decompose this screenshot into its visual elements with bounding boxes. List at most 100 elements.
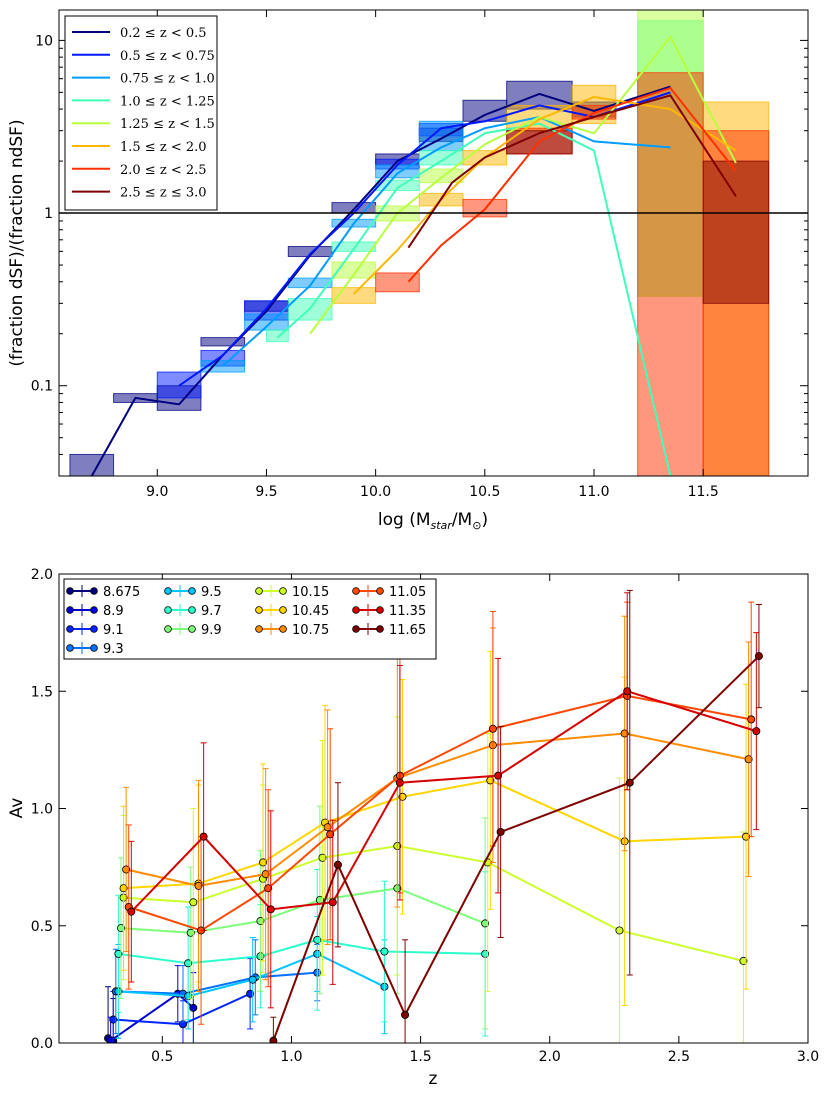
- bottom-point: [313, 935, 322, 944]
- bottom-series-line-11: [130, 690, 757, 913]
- bottom-xtick-label: 2.5: [668, 1049, 690, 1065]
- bottom-point: [625, 778, 634, 787]
- bottom-series-7: [119, 716, 748, 1043]
- bottom-legend-label-2: 9.1: [103, 623, 124, 638]
- bottom-point: [184, 959, 193, 968]
- bottom-series-line-8: [123, 779, 747, 890]
- bottom-xtick-label: 1.0: [280, 1049, 302, 1065]
- bottom-point: [739, 956, 748, 965]
- bottom-point: [189, 1003, 198, 1012]
- bottom-point: [623, 687, 632, 696]
- top-box-2-4: [375, 164, 420, 179]
- bottom-legend-dot-12: [376, 625, 384, 633]
- top-axis-ticks: 9.0 9.5 10.0 10.5 11.0 11.5 0.1 1 10: [31, 10, 808, 500]
- bottom-series-line-12: [272, 655, 760, 1041]
- bottom-legend-dot-0: [66, 587, 74, 595]
- bottom-point: [256, 917, 265, 926]
- bottom-legend-label-1: 8.9: [103, 604, 124, 619]
- bottom-point: [122, 865, 131, 874]
- bottom-series-2: [109, 958, 255, 1043]
- bottom-point: [127, 907, 136, 916]
- top-legend-label-6: 2.0 ≤ z < 2.5: [120, 163, 207, 178]
- top-box-0-6: [331, 202, 377, 214]
- bottom-legend-dot-10: [376, 587, 384, 595]
- bottom-legend-dot-11: [352, 606, 360, 614]
- bottom-legend-label-10: 11.05: [389, 585, 426, 600]
- bottom-point: [744, 755, 753, 764]
- bottom-legend-label-8: 10.45: [292, 604, 329, 619]
- bottom-xtick-label: 3.0: [797, 1049, 819, 1065]
- bottom-legend-label-12: 11.65: [389, 623, 426, 638]
- bottom-point: [106, 1036, 115, 1043]
- bottom-legend-dot-6: [188, 625, 196, 633]
- bottom-legend-dot-9: [279, 625, 287, 633]
- bottom-legend-dot-3: [66, 644, 74, 652]
- bottom-legend-label-11: 11.35: [389, 604, 426, 619]
- top-ytick-label: 0.1: [31, 379, 53, 395]
- bottom-point: [194, 881, 203, 890]
- bottom-legend-dot-8: [255, 606, 263, 614]
- top-box-3-2: [331, 241, 377, 252]
- bottom-point: [318, 853, 327, 862]
- bottom-x-axis-label: z: [429, 1069, 438, 1089]
- bottom-legend-dot-5: [188, 606, 196, 614]
- top-series-line-7: [407, 94, 737, 249]
- bottom-xtick-label: 1.5: [409, 1049, 431, 1065]
- bottom-point: [620, 729, 629, 738]
- bottom-point: [496, 827, 505, 836]
- top-box-4-0: [331, 261, 377, 279]
- bottom-point: [615, 926, 624, 935]
- bottom-xtick-label: 2.0: [539, 1049, 561, 1065]
- top-series-line-4: [309, 34, 737, 335]
- top-legend-label-1: 0.5 ≤ z < 0.75: [120, 49, 215, 64]
- bottom-legend-label-9: 10.75: [292, 623, 329, 638]
- bottom-point: [754, 652, 763, 661]
- top-plot-frame: [58, 9, 809, 477]
- top-ytick-label: 1: [44, 206, 53, 222]
- top-legend-label-3: 1.0 ≤ z < 1.25: [120, 94, 215, 109]
- bottom-ytick-label: 2.0: [31, 567, 53, 583]
- bottom-ytick-label: 1.0: [31, 802, 53, 818]
- bottom-axis-ticks: 0.5 1.0 1.5 2.0 2.5 3.0 0.0 0.5 1.0 1.5 2.0: [31, 567, 819, 1065]
- bottom-point: [395, 778, 404, 787]
- top-xtick-label: 9.0: [146, 484, 168, 500]
- bottom-series-4: [114, 915, 389, 1039]
- bottom-point: [119, 884, 128, 893]
- bottom-legend-dot-4: [164, 587, 172, 595]
- top-series-line-5: [353, 95, 737, 295]
- top-box-3-0: [265, 329, 289, 343]
- bottom-series-5: [114, 868, 490, 1037]
- bottom-point: [114, 949, 123, 958]
- bottom-legend-dot-11: [376, 606, 384, 614]
- top-xtick-label: 10.0: [360, 484, 391, 500]
- top-box-2-0: [200, 359, 246, 373]
- bottom-point: [326, 830, 335, 839]
- bottom-point: [261, 870, 270, 879]
- bottom-legend-dot-2: [66, 625, 74, 633]
- bottom-legend-dot-8: [279, 606, 287, 614]
- top-series-line-1: [178, 91, 671, 387]
- top-box-7-1: [702, 160, 770, 304]
- bottom-series-12: [269, 589, 763, 1043]
- top-series-lines: [90, 34, 737, 476]
- bottom-y-axis-label: Av: [7, 798, 27, 819]
- bottom-legend-label-5: 9.7: [201, 604, 222, 619]
- top-legend: 0.2 ≤ z < 0.5 0.5 ≤ z < 0.75 0.75 ≤ z < 1.…: [64, 15, 218, 211]
- bottom-point: [481, 919, 490, 928]
- bottom-legend-dot-9: [255, 625, 263, 633]
- top-series-line-0: [90, 85, 671, 476]
- bottom-point: [266, 905, 275, 914]
- bottom-series-line-9: [125, 732, 749, 887]
- bottom-legend: 8.675 8.9 9.1 9.3 9.5 9.7 9.9 10.15 10.45 10.75 11…: [63, 578, 437, 660]
- bottom-point: [248, 975, 257, 984]
- top-series-line-2: [222, 115, 671, 367]
- bottom-ytick-label: 0.5: [31, 919, 53, 935]
- bottom-point: [189, 898, 198, 907]
- top-ytick-label: 10: [35, 33, 53, 49]
- bottom-point: [259, 858, 268, 867]
- top-x-axis-label: log (Mstar/M⊙): [378, 510, 488, 532]
- bottom-legend-dot-7: [255, 587, 263, 595]
- top-y-axis-label: (fraction dSF)/(fraction ndSF): [7, 119, 27, 366]
- bottom-legend-label-4: 9.5: [201, 585, 222, 600]
- bottom-point: [109, 1015, 118, 1024]
